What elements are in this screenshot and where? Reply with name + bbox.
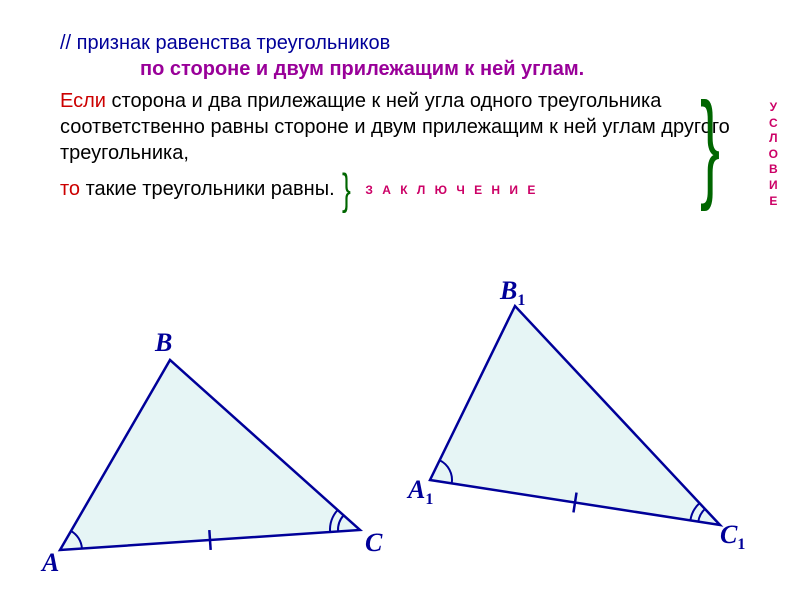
vertex-label: C [365,528,382,558]
vertex-label: B [155,328,172,358]
vertex-label: A [42,548,59,578]
diagram-area: ABCA1В1С1 [0,300,800,600]
conclusion-lead: то [60,178,86,200]
triangles-svg [0,300,800,600]
zakl-label: З А К Л Ю Ч Е Н И Е [365,183,538,197]
condition-rest: сторона и два прилежащие к ней угла одно… [60,90,730,164]
vertex-label: A1 [408,475,433,509]
condition-lead: Если [60,90,112,112]
condition-block: Если сторона и два прилежащие к ней угла… [60,88,760,166]
conclusion-block: то такие треугольники равны. } З А К Л Ю… [60,172,760,207]
vertex-label: С1 [720,520,745,554]
title-prefix: // признак равенства треугольников [60,32,390,54]
title-main: по стороне и двум прилежащим к ней углам… [140,56,760,82]
uslovie-label: УСЛОВИЕ [769,100,778,209]
conclusion-rest: такие треугольники равны. [86,178,335,200]
brace-small-icon: } [342,172,351,207]
brace-big-icon: } [700,85,720,205]
vertex-label: В1 [500,276,525,310]
